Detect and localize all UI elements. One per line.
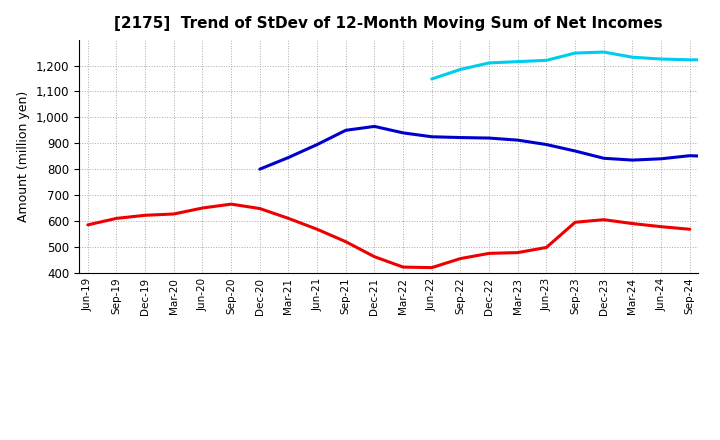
- 5 Years: [370, 124, 379, 129]
- 3 Years: [628, 221, 636, 226]
- 5 Years: [600, 156, 608, 161]
- 7 Years: [513, 59, 522, 64]
- 5 Years: [485, 136, 493, 141]
- 3 Years: [198, 205, 207, 211]
- 3 Years: [600, 217, 608, 222]
- 3 Years: [428, 265, 436, 270]
- 7 Years: [685, 57, 694, 62]
- 3 Years: [456, 256, 465, 261]
- 5 Years: [513, 137, 522, 143]
- 3 Years: [169, 211, 178, 216]
- 3 Years: [227, 202, 235, 207]
- 3 Years: [84, 222, 92, 227]
- 5 Years: [284, 155, 293, 160]
- 5 Years: [628, 158, 636, 163]
- 3 Years: [312, 227, 321, 232]
- 5 Years: [428, 134, 436, 139]
- Y-axis label: Amount (million yen): Amount (million yen): [17, 91, 30, 222]
- 3 Years: [657, 224, 665, 229]
- 3 Years: [256, 206, 264, 211]
- 5 Years: [256, 166, 264, 172]
- 7 Years: [628, 55, 636, 60]
- 3 Years: [485, 251, 493, 256]
- 7 Years: [657, 56, 665, 62]
- 3 Years: [341, 239, 350, 244]
- 3 Years: [112, 216, 121, 221]
- 7 Years: [485, 60, 493, 66]
- 3 Years: [284, 216, 293, 221]
- 5 Years: [456, 135, 465, 140]
- 3 Years: [513, 250, 522, 255]
- 3 Years: [141, 213, 150, 218]
- 5 Years: [714, 154, 720, 159]
- 7 Years: [428, 77, 436, 82]
- 5 Years: [399, 130, 408, 136]
- 3 Years: [542, 245, 551, 250]
- Legend: : [384, 400, 394, 411]
- Line: 3 Years: 3 Years: [88, 204, 690, 268]
- 5 Years: [341, 128, 350, 133]
- Line: 5 Years: 5 Years: [260, 126, 720, 171]
- 7 Years: [714, 57, 720, 62]
- 3 Years: [370, 254, 379, 259]
- 7 Years: [542, 58, 551, 63]
- 5 Years: [657, 156, 665, 161]
- Line: 7 Years: 7 Years: [432, 52, 719, 79]
- 3 Years: [685, 227, 694, 232]
- 5 Years: [542, 142, 551, 147]
- 7 Years: [600, 49, 608, 55]
- 7 Years: [571, 51, 580, 56]
- 3 Years: [399, 264, 408, 270]
- 3 Years: [571, 220, 580, 225]
- Title: [2175]  Trend of StDev of 12-Month Moving Sum of Net Incomes: [2175] Trend of StDev of 12-Month Moving…: [114, 16, 663, 32]
- 5 Years: [312, 142, 321, 147]
- 5 Years: [571, 148, 580, 154]
- 5 Years: [685, 153, 694, 158]
- 7 Years: [456, 67, 465, 72]
